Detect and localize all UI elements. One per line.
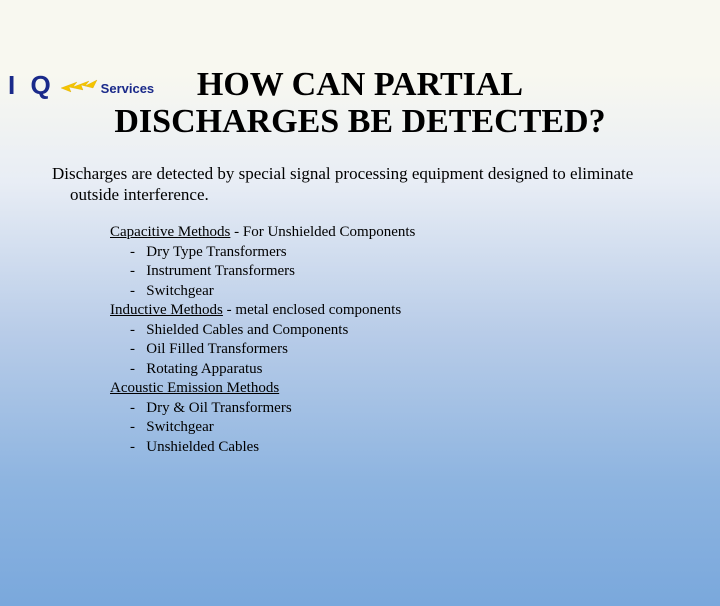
lightning-bolt-icon <box>59 76 99 96</box>
logo: I Q Services <box>8 70 154 101</box>
method-item: Instrument Transformers <box>110 262 720 282</box>
method-item: Dry & Oil Transformers <box>110 399 720 419</box>
logo-iq-text: I Q <box>8 70 55 101</box>
title-line-1: HOW CAN PARTIAL <box>197 66 523 103</box>
method-header-tail: - For Unshielded Components <box>230 224 415 240</box>
method-header-row: Capacitive Methods - For Unshielded Comp… <box>110 223 720 243</box>
method-item: Shielded Cables and Components <box>110 321 720 341</box>
method-item: Rotating Apparatus <box>110 360 720 380</box>
title-line-2: DISCHARGES BE DETECTED? <box>114 103 605 140</box>
methods-list: Capacitive Methods - For Unshielded Comp… <box>110 223 720 457</box>
method-header: Acoustic Emission Methods <box>110 380 279 396</box>
method-header-tail: - metal enclosed components <box>223 302 401 318</box>
method-header: Inductive Methods <box>110 302 223 318</box>
method-item: Unshielded Cables <box>110 438 720 458</box>
method-item: Switchgear <box>110 418 720 438</box>
method-item: Oil Filled Transformers <box>110 340 720 360</box>
method-item: Dry Type Transformers <box>110 243 720 263</box>
method-header: Capacitive Methods <box>110 224 230 240</box>
intro-paragraph: Discharges are detected by special signa… <box>52 163 668 206</box>
method-header-row: Inductive Methods - metal enclosed compo… <box>110 301 720 321</box>
logo-services-text: Services <box>101 81 155 96</box>
method-item: Switchgear <box>110 282 720 302</box>
method-header-row: Acoustic Emission Methods <box>110 379 720 399</box>
